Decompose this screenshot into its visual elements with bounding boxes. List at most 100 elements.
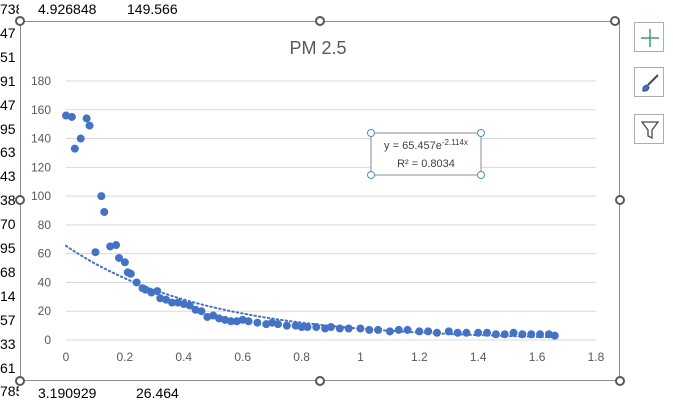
- resize-handle-bottom-left[interactable]: [15, 376, 25, 386]
- cell-left-row-1[interactable]: 47: [0, 24, 16, 41]
- trendline: [65, 244, 556, 339]
- data-point-58: [444, 327, 453, 336]
- y-tick-label-5: 100: [31, 189, 51, 203]
- data-point-39: [274, 320, 282, 329]
- cell-left-row-6[interactable]: 63: [0, 144, 16, 161]
- x-tick-label-9: 1.8: [588, 350, 605, 364]
- x-tick-label-1: 0.2: [117, 350, 134, 364]
- data-point-4: [82, 114, 91, 123]
- x-tick-label-4: 0.8: [293, 350, 310, 364]
- cell-left-row-5[interactable]: 95: [0, 120, 16, 137]
- data-point-53: [394, 325, 403, 334]
- resize-handle-right[interactable]: [615, 195, 625, 205]
- y-tick-label-3: 60: [38, 247, 52, 261]
- x-tick-label-8: 1.6: [529, 350, 546, 364]
- y-tick-label-9: 180: [31, 74, 51, 88]
- resize-handle-left[interactable]: [15, 195, 25, 205]
- trendline-equation: y = 65.457e-2.114x: [384, 138, 468, 152]
- cell-left-row-8[interactable]: 38: [0, 192, 16, 209]
- data-point-3: [76, 134, 85, 143]
- cell-left-row-3[interactable]: 91: [0, 72, 16, 89]
- cell-top-c[interactable]: 149.566: [127, 1, 178, 17]
- cell-left-row-0[interactable]: 738: [0, 1, 19, 17]
- x-tick-label-7: 1.4: [470, 350, 487, 364]
- data-point-12: [120, 258, 129, 267]
- data-point-14: [126, 269, 135, 278]
- data-point-50: [365, 325, 374, 334]
- chart-styles-button[interactable]: [634, 67, 664, 97]
- data-point-56: [424, 327, 433, 336]
- cell-bottom-b[interactable]: 3.190929: [38, 385, 97, 401]
- data-point-54: [403, 325, 412, 334]
- label-handle-2: [367, 171, 375, 179]
- data-point-68: [536, 330, 545, 339]
- data-point-22: [168, 298, 176, 307]
- data-point-36: [253, 318, 262, 327]
- data-point-35: [244, 317, 253, 326]
- cell-left-row-2[interactable]: 51: [0, 48, 16, 65]
- data-point-55: [415, 327, 424, 336]
- label-handle-1: [477, 129, 485, 137]
- label-handle-3: [477, 171, 485, 179]
- data-point-5: [85, 121, 94, 130]
- cell-left-row-4[interactable]: 47: [0, 96, 16, 113]
- data-point-42: [297, 323, 306, 332]
- x-tick-label-3: 0.6: [234, 350, 251, 364]
- data-point-19: [153, 287, 162, 296]
- data-point-62: [483, 328, 492, 337]
- cell-left-row-12[interactable]: 14: [0, 287, 16, 304]
- cell-left-row-11[interactable]: 68: [0, 263, 16, 280]
- chart-title: PM 2.5: [289, 38, 346, 58]
- resize-handle-top[interactable]: [315, 16, 325, 26]
- data-point-66: [518, 330, 527, 339]
- data-point-61: [474, 328, 483, 337]
- data-point-10: [112, 241, 121, 250]
- data-point-60: [462, 328, 471, 337]
- cell-left-row-16[interactable]: 785: [0, 383, 19, 400]
- x-tick-label-2: 0.4: [175, 350, 192, 364]
- data-point-52: [385, 327, 394, 336]
- chart-elements-button[interactable]: [634, 22, 664, 52]
- cell-left-row-10[interactable]: 95: [0, 240, 16, 256]
- data-point-7: [97, 192, 106, 201]
- resize-handle-top-right[interactable]: [610, 16, 620, 26]
- y-tick-label-1: 20: [38, 304, 52, 318]
- data-point-47: [335, 324, 344, 333]
- data-point-32: [226, 317, 235, 326]
- resize-handle-bottom-right[interactable]: [615, 376, 625, 386]
- plus-icon: [641, 29, 659, 47]
- x-tick-label-0: 0: [63, 350, 70, 364]
- data-point-44: [312, 323, 321, 332]
- chart-filters-button[interactable]: [634, 114, 664, 144]
- label-handle-0: [367, 129, 375, 137]
- x-tick-label-5: 1: [357, 350, 364, 364]
- data-point-48: [344, 324, 353, 333]
- y-tick-label-0: 0: [44, 333, 51, 347]
- data-point-1: [67, 112, 76, 121]
- cell-left-row-13[interactable]: 57: [0, 311, 16, 328]
- cell-left-row-9[interactable]: 70: [0, 216, 16, 233]
- x-tick-label-6: 1.2: [411, 350, 428, 364]
- data-point-11: [115, 253, 123, 262]
- y-tick-label-2: 40: [38, 275, 52, 289]
- cell-left-row-15[interactable]: 61: [0, 359, 16, 376]
- cell-top-b[interactable]: 4.926848: [38, 1, 97, 17]
- y-tick-label-6: 120: [31, 160, 51, 174]
- trendline-r2: R² = 0.8034: [397, 158, 455, 170]
- data-point-27: [197, 307, 206, 316]
- cell-left-row-14[interactable]: 33: [0, 335, 16, 352]
- data-point-2: [70, 144, 79, 153]
- data-point-67: [527, 330, 536, 339]
- brush-icon: [642, 74, 659, 92]
- resize-handle-top-left[interactable]: [15, 16, 25, 26]
- y-tick-label-7: 140: [31, 132, 51, 146]
- trendline-label-box: [370, 132, 482, 176]
- resize-handle-bottom[interactable]: [315, 376, 325, 386]
- cell-bottom-c[interactable]: 26.464: [136, 385, 179, 401]
- cell-left-row-7[interactable]: 43: [0, 168, 16, 185]
- data-point-51: [374, 325, 383, 334]
- data-point-59: [453, 328, 462, 337]
- data-point-46: [327, 323, 335, 332]
- data-point-25: [185, 301, 194, 310]
